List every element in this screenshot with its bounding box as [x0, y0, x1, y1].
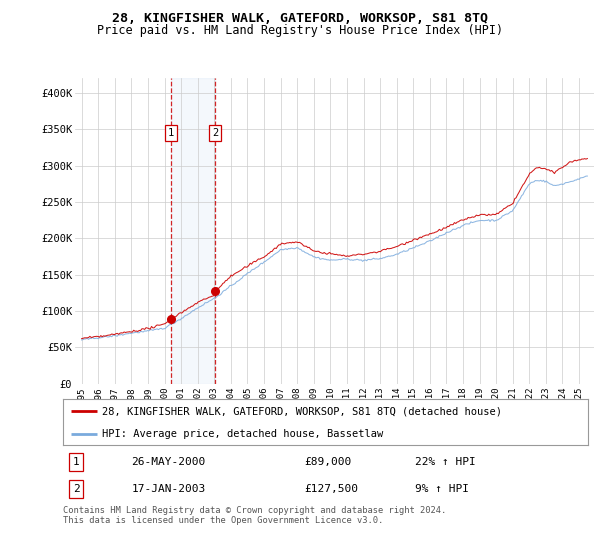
Text: 2: 2	[73, 484, 79, 494]
Text: Price paid vs. HM Land Registry's House Price Index (HPI): Price paid vs. HM Land Registry's House …	[97, 24, 503, 36]
Text: £89,000: £89,000	[305, 458, 352, 467]
Text: 28, KINGFISHER WALK, GATEFORD, WORKSOP, S81 8TQ (detached house): 28, KINGFISHER WALK, GATEFORD, WORKSOP, …	[103, 406, 502, 416]
Text: This data is licensed under the Open Government Licence v3.0.: This data is licensed under the Open Gov…	[63, 516, 383, 525]
Bar	[171, 78, 215, 384]
Text: 17-JAN-2003: 17-JAN-2003	[131, 484, 205, 494]
Text: 1: 1	[73, 458, 79, 467]
Text: 2: 2	[212, 128, 218, 138]
Text: 22% ↑ HPI: 22% ↑ HPI	[415, 458, 476, 467]
Text: 1: 1	[168, 128, 174, 138]
Text: 26-MAY-2000: 26-MAY-2000	[131, 458, 205, 467]
Text: 9% ↑ HPI: 9% ↑ HPI	[415, 484, 469, 494]
Text: £127,500: £127,500	[305, 484, 359, 494]
Text: Contains HM Land Registry data © Crown copyright and database right 2024.: Contains HM Land Registry data © Crown c…	[63, 506, 446, 515]
Text: HPI: Average price, detached house, Bassetlaw: HPI: Average price, detached house, Bass…	[103, 429, 383, 439]
Text: 28, KINGFISHER WALK, GATEFORD, WORKSOP, S81 8TQ: 28, KINGFISHER WALK, GATEFORD, WORKSOP, …	[112, 12, 488, 25]
